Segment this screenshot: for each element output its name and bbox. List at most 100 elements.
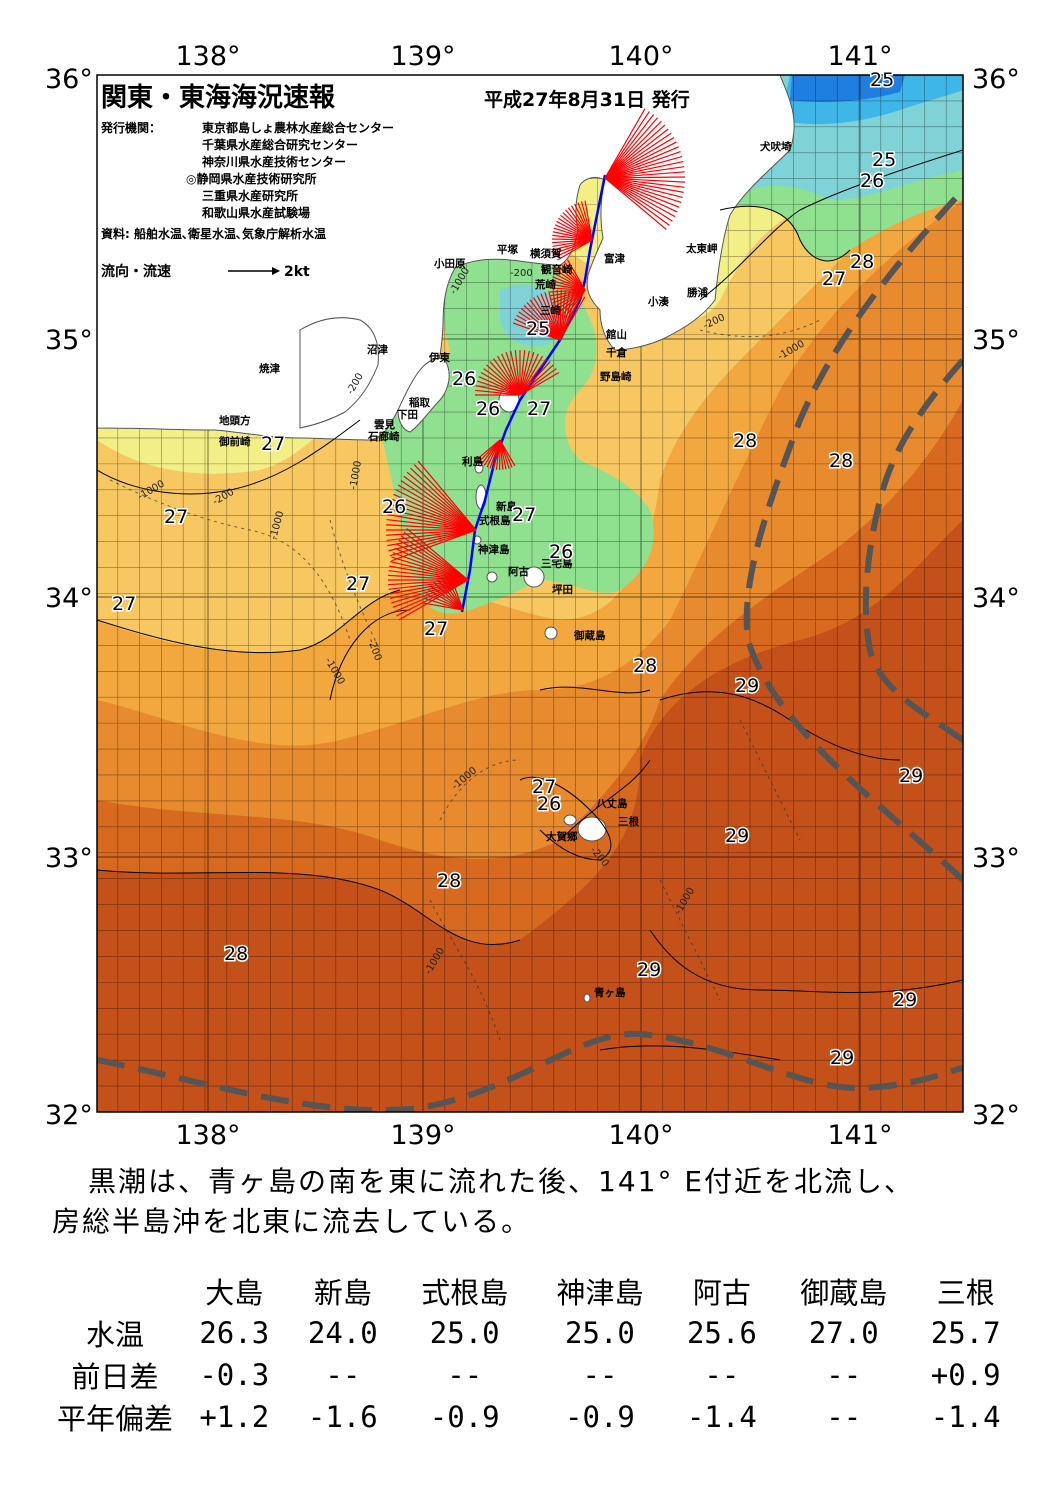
lat-label-right: 34°	[972, 583, 1020, 614]
current-vector	[536, 295, 561, 341]
temp-label: 27	[424, 618, 448, 640]
current-vector	[413, 464, 477, 531]
publisher-org: 神奈川県水産技術センター	[202, 154, 346, 169]
publisher-org: ◎静岡県水産技術研究所	[186, 171, 316, 186]
lat-label-left: 33°	[45, 843, 93, 874]
condition-summary: 黒潮は、青ヶ島の南を東に流れた後、141° E付近を北流し、 房総半島沖を北東に…	[52, 1162, 1012, 1242]
current-vector	[604, 160, 684, 179]
current-vector	[567, 207, 593, 241]
lat-label-left: 32°	[45, 1100, 93, 1131]
current-vector	[387, 513, 477, 531]
station-name: 大島	[205, 1276, 264, 1310]
current-vector	[555, 239, 593, 258]
current-vector	[489, 361, 521, 396]
current-vector	[559, 290, 566, 341]
current-vector	[570, 205, 593, 241]
lon-label-top: 139°	[390, 41, 455, 72]
temp-label: 27	[164, 506, 188, 528]
temp-label: 27	[112, 593, 136, 615]
station-name: 三根	[936, 1276, 995, 1310]
current-vector	[604, 146, 679, 179]
table-cell: 25.0	[565, 1316, 635, 1350]
current-vectors	[386, 108, 686, 621]
place-name: 下田	[397, 409, 418, 421]
place-name: 八丈島	[595, 797, 628, 810]
current-vector	[428, 589, 464, 611]
place-name: 三根	[618, 815, 639, 828]
place-name: 雲見	[374, 419, 395, 431]
current-vector	[386, 529, 477, 536]
current-vector	[389, 503, 477, 531]
table-cell: -1.6	[307, 1400, 378, 1434]
current-vector	[391, 579, 469, 604]
current-vector	[519, 350, 530, 396]
current-vector	[540, 293, 561, 341]
current-vector	[476, 439, 501, 460]
place-name: 御蔵島	[573, 629, 606, 642]
current-vector	[423, 602, 464, 611]
issue-date: 平成27年8月31日 発行	[484, 88, 690, 111]
current-vector	[529, 299, 561, 341]
current-vector	[553, 289, 586, 308]
current-vector	[440, 576, 464, 611]
temp-label: 27	[532, 776, 556, 798]
current-vector	[604, 141, 677, 179]
table-cell: +0.9	[930, 1358, 1001, 1392]
temp-label: 27	[261, 433, 285, 455]
current-vector	[550, 289, 586, 297]
current-vector	[389, 579, 469, 595]
current-vector	[550, 283, 586, 291]
current-vector	[433, 582, 464, 611]
table-cell: --	[582, 1358, 618, 1392]
place-name: 御前崎	[218, 435, 251, 448]
current-vector	[544, 292, 561, 341]
place-name: 利島	[462, 455, 483, 468]
current-vector	[386, 518, 477, 531]
legend-arrowhead-icon	[272, 267, 280, 275]
current-vector	[389, 529, 477, 557]
current-vector	[553, 272, 586, 291]
current-vector	[486, 364, 521, 396]
current-vector	[548, 291, 561, 341]
current-vector	[514, 350, 521, 396]
current-vector	[559, 294, 582, 341]
current-vector	[424, 597, 464, 611]
title-block: 関東・東海海況速報 平成27年8月31日 発行 発行機関： 東京都島しょ農林水産…	[100, 83, 690, 280]
current-vector	[604, 177, 685, 188]
current-vector	[390, 560, 469, 581]
table-cell: 24.0	[307, 1316, 378, 1350]
table-cell: --	[447, 1358, 483, 1392]
current-vector	[604, 120, 662, 179]
current-vector	[557, 239, 593, 261]
publisher-org: 三重県水産研究所	[202, 188, 298, 203]
current-vector	[604, 177, 685, 183]
lon-label-bottom: 138°	[175, 1120, 240, 1150]
data-source: 資料: 船舶水温､衛星水温､気象庁解析水温	[101, 226, 326, 241]
table-cell: --	[826, 1400, 862, 1434]
temp-label: 29	[637, 959, 661, 981]
current-vector	[480, 371, 521, 396]
temp-label: 29	[830, 1047, 854, 1069]
current-vector	[388, 570, 469, 581]
lon-label-top: 138°	[175, 41, 240, 72]
current-vector	[604, 177, 683, 199]
current-vector	[562, 212, 593, 241]
place-name: 小湊	[647, 295, 669, 308]
current-vector	[552, 231, 593, 241]
current-vector	[514, 318, 561, 341]
current-vector	[604, 171, 685, 179]
current-vector	[552, 290, 561, 341]
temp-label: 25	[526, 318, 550, 340]
place-name: 犬吠埼	[759, 140, 792, 153]
kuroshio-axis	[97, 187, 963, 1112]
current-vector	[448, 572, 464, 611]
current-vector	[552, 239, 593, 247]
current-vector	[475, 389, 521, 396]
place-name: 三宅島	[541, 557, 573, 570]
place-name: 館山	[605, 328, 627, 341]
table-cell: -0.9	[429, 1400, 500, 1434]
current-vector	[519, 371, 560, 396]
place-name: 稲取	[409, 396, 430, 409]
place-names: 犬吠埼 太東岬 勝浦 小湊 富津 館山 千倉 野島崎 横須賀 観音崎 三崎 平塚…	[218, 140, 792, 999]
current-vector	[519, 353, 539, 396]
